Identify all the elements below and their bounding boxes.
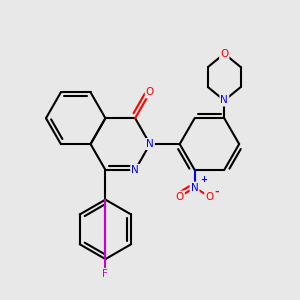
Text: O: O (146, 87, 154, 97)
Text: N: N (146, 139, 154, 149)
Text: O: O (205, 191, 214, 202)
Text: O: O (176, 191, 184, 202)
Text: +: + (200, 175, 207, 184)
Text: N: N (191, 183, 199, 193)
Text: N: N (220, 95, 228, 106)
Text: -: - (215, 187, 219, 197)
Text: N: N (131, 165, 139, 175)
Text: O: O (220, 49, 228, 59)
Text: F: F (103, 269, 108, 279)
